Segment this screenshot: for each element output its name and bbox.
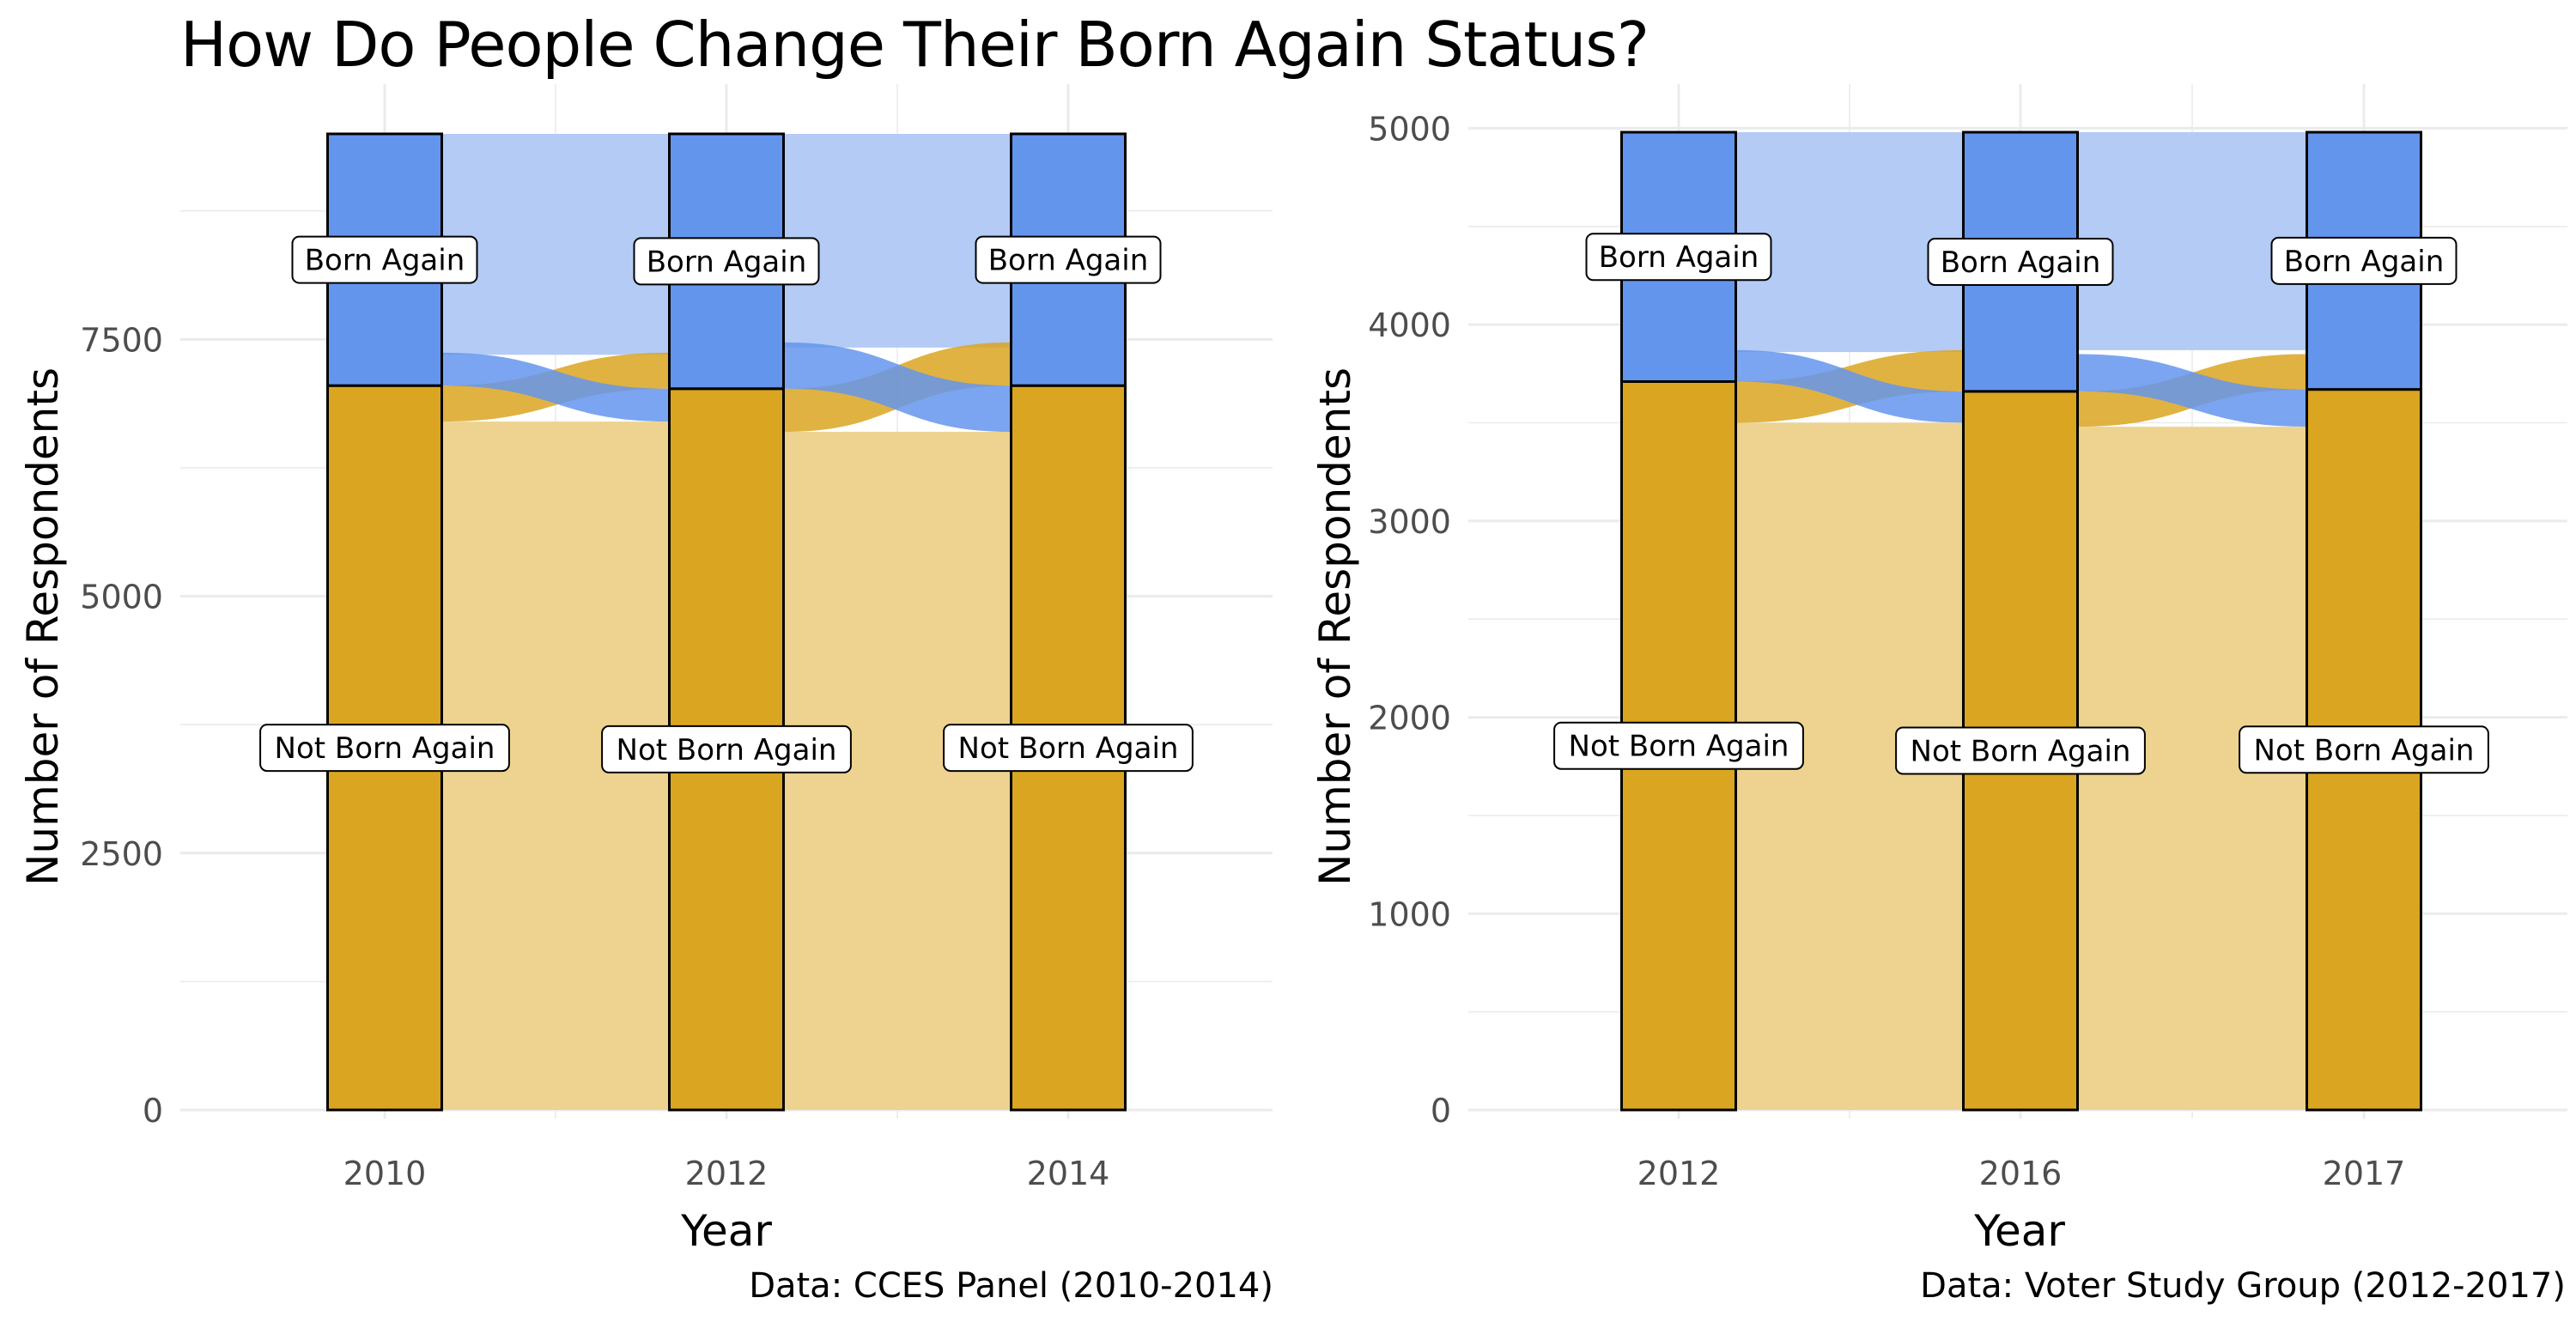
stratum-label-text: Not Born Again [958,731,1179,766]
flow-stay-born-again [2077,132,2307,350]
stratum-label-box [1927,237,2114,286]
stratum-label-text: Not Born Again [1911,734,2131,768]
y-tick-label: 2500 [80,835,163,873]
flow-stay-born-again [441,133,670,355]
stratum-label-text: Born Again [1941,246,2101,280]
x-tick-label: 2010 [343,1155,427,1192]
label-born-again: Born Again [633,237,820,286]
label-born-again: Born Again [2270,236,2458,285]
flow-stay-not-born-again [441,421,670,1111]
x-axis-label: Year [681,1206,772,1256]
chart-panel-vsg: 0 1000 2000 3000 4000 5000 2012 2016 2017 Born Ag… [1288,0,2576,1322]
y-tick-label: 4000 [1368,306,1451,344]
stratum-label-text: Not Born Again [617,733,837,767]
chart-svg-cces: 0 2500 5000 7500 2010 2012 2014 Born Again Not B… [80,84,1273,1192]
label-born-again: Born Again [1585,233,1772,282]
y-tick-label: 7500 [80,321,163,359]
flow-group [441,133,670,1111]
label-not-born-again: Not Born Again [943,724,1194,773]
x-axis-label: Year [1974,1206,2065,1256]
label-not-born-again: Not Born Again [259,724,510,773]
stratum-label-text: Born Again [305,244,465,278]
flow-stay-not-born-again [2077,427,2307,1110]
data-caption: Data: CCES Panel (2010-2014) [749,1266,1273,1306]
label-born-again: Born Again [291,235,478,284]
label-born-again: Born Again [975,235,1162,284]
stratum-label-text: Not Born Again [1569,730,1789,764]
label-not-born-again: Not Born Again [2239,725,2489,774]
flow-stay-not-born-again [1735,422,1964,1110]
label-not-born-again: Not Born Again [1895,726,2146,775]
stratum-label-box [1585,233,1772,282]
flow-switch-to-not-born-again [783,342,1012,433]
x-tick-label: 2017 [2323,1155,2406,1192]
stratum-label-box [2239,725,2489,774]
x-tick-label: 2016 [1979,1155,2063,1192]
chart-svg-vsg: 0 1000 2000 3000 4000 5000 2012 2016 2017 Born Ag… [1368,84,2567,1192]
stratum-label-box [1895,726,2146,775]
label-born-again: Born Again [1927,237,2114,286]
flow-group [1735,132,1964,1110]
label-not-born-again: Not Born Again [601,725,852,773]
stratum-label-box [975,235,1162,284]
flow-group [783,133,1012,1110]
y-tick-label: 0 [1431,1092,1451,1130]
stratum-label-box [2270,236,2458,285]
page-title: How Do People Change Their Born Again St… [180,9,1649,81]
x-tick-label: 2012 [685,1155,769,1192]
flow-group [2077,132,2307,1110]
flow-switch-to-not-born-again [2077,354,2307,428]
flow-stay-born-again [783,133,1012,348]
stratum-label-box [633,237,820,286]
y-tick-label: 5000 [1368,110,1451,148]
data-caption: Data: Voter Study Group (2012-2017) [1920,1266,2566,1306]
y-tick-label: 5000 [80,579,163,616]
stratum-label-text: Not Born Again [2254,733,2475,767]
y-axis-label: Number of Respondents [1310,367,1360,887]
flow-switch-to-not-born-again [1735,349,1964,423]
stratum-label-text: Born Again [2284,245,2445,279]
stratum-label-box [291,235,478,284]
y-tick-label: 3000 [1368,503,1451,541]
y-tick-label: 0 [143,1092,163,1130]
stratum-label-box [943,724,1194,773]
stratum-label-box [601,725,852,773]
x-tick-label: 2014 [1027,1155,1110,1192]
stratum-label-text: Born Again [1599,240,1759,275]
label-not-born-again: Not Born Again [1553,721,1804,770]
flow-stay-born-again [1735,132,1964,353]
stratum-label-box [259,724,510,773]
chart-panel-cces: 0 2500 5000 7500 2010 2012 2014 Born Again Not B… [18,84,1273,1306]
x-tick-label: 2012 [1637,1155,1721,1192]
stratum-label-text: Born Again [647,245,807,279]
y-tick-label: 1000 [1368,895,1451,933]
flow-stay-not-born-again [783,432,1012,1110]
stratum-label-text: Born Again [988,244,1149,278]
y-axis-label: Number of Respondents [18,367,68,887]
y-tick-label: 2000 [1368,700,1451,737]
stratum-label-box [1553,721,1804,770]
flow-switch-to-not-born-again [441,352,670,422]
stratum-label-text: Not Born Again [275,731,495,766]
